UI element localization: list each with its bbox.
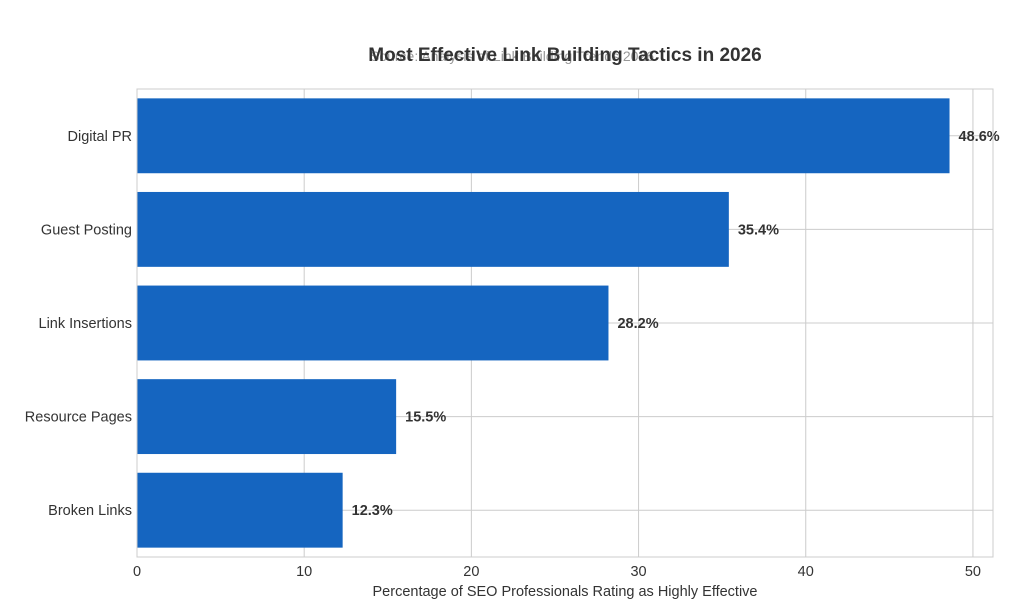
- x-tick-labels: 0 10 20 30 40 50: [133, 564, 981, 580]
- y-tick-label: Link Insertions: [39, 316, 133, 332]
- y-tick-label: Broken Links: [48, 503, 132, 519]
- x-tick-label: 20: [463, 564, 479, 580]
- x-tick-label: 50: [965, 564, 981, 580]
- y-tick-label: Guest Posting: [41, 222, 132, 238]
- bar-resource-pages: [137, 379, 397, 455]
- data-labels: 48.6% 35.4% 28.2% 15.5% 12.3%: [352, 129, 1000, 519]
- bar-broken-links: [137, 472, 343, 548]
- data-label: 12.3%: [352, 503, 393, 519]
- bar-guest-posting: [137, 191, 729, 267]
- bar-link-insertions: [137, 285, 609, 361]
- x-tick-label: 0: [133, 564, 141, 580]
- bars: [137, 98, 950, 548]
- data-label: 48.6%: [959, 129, 1000, 145]
- x-tick-label: 40: [798, 564, 814, 580]
- y-tick-label: Digital PR: [68, 129, 132, 145]
- x-tick-label: 30: [630, 564, 646, 580]
- plot-frame: [136, 88, 994, 558]
- y-tick-labels: Digital PR Guest Posting Link Insertions Re…: [25, 129, 132, 519]
- data-label: 35.4%: [738, 222, 779, 238]
- data-label: 28.2%: [617, 316, 658, 332]
- x-tick-label: 10: [296, 564, 312, 580]
- chart-subtitle: Source: Analysis of Link Building Trends…: [370, 48, 654, 64]
- y-tick-label: Resource Pages: [25, 410, 132, 426]
- bar-digital-pr: [137, 98, 950, 174]
- chart-title: Most Effective Link Building Tactics in …: [368, 45, 761, 66]
- x-axis-label: Percentage of SEO Professionals Rating a…: [373, 584, 758, 600]
- data-label: 15.5%: [405, 410, 446, 426]
